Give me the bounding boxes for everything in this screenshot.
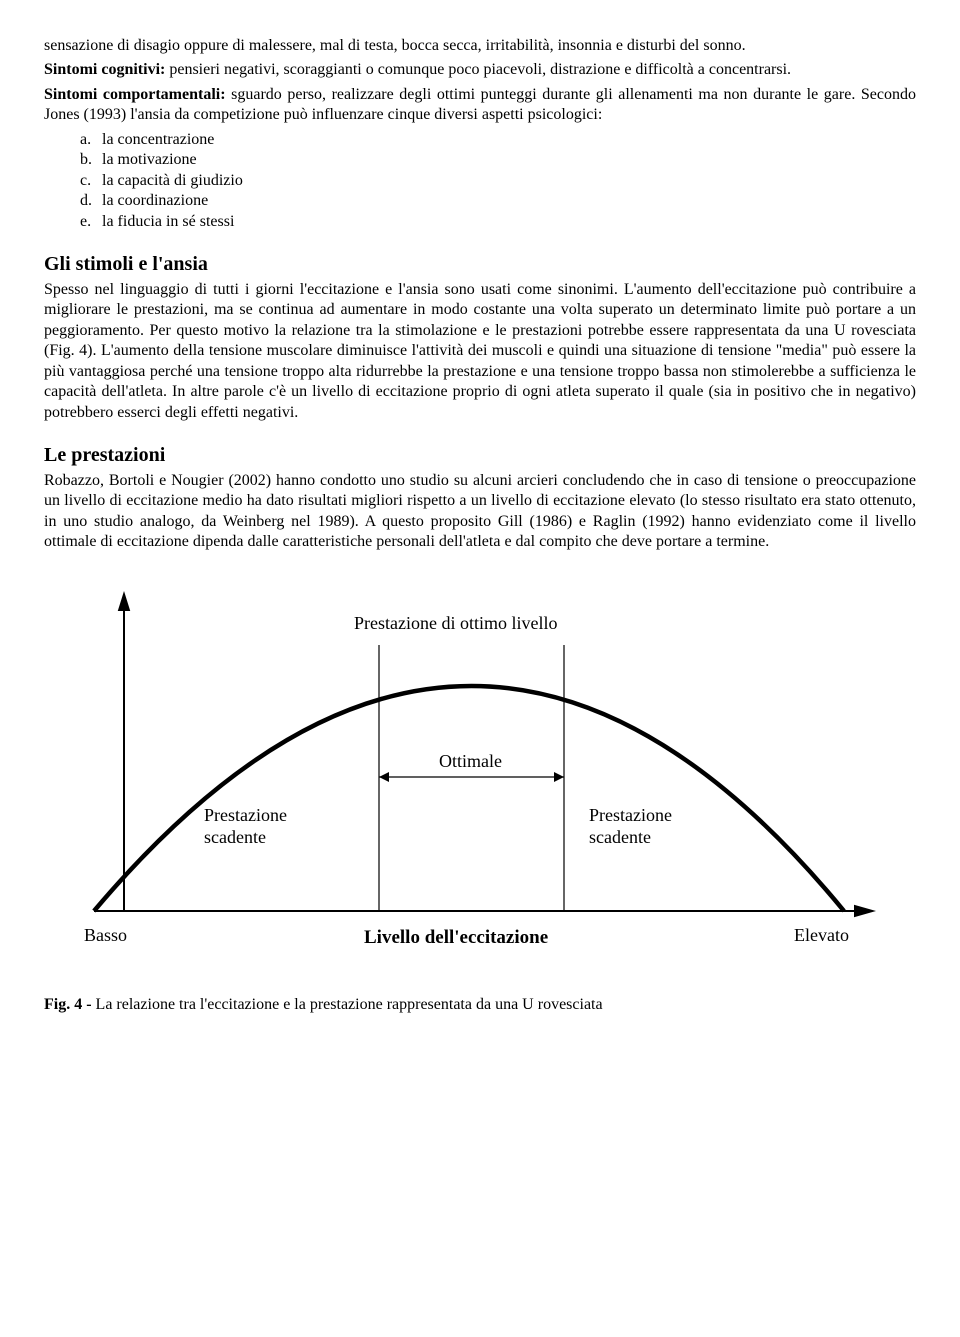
svg-text:Livello dell'eccitazione: Livello dell'eccitazione bbox=[364, 927, 548, 948]
list-text: la motivazione bbox=[102, 150, 197, 170]
inverted-u-chart: Prestazione di ottimo livello Ottimale Pre… bbox=[44, 581, 914, 971]
list-text: la fiducia in sé stessi bbox=[102, 212, 234, 232]
list-text: la coordinazione bbox=[102, 191, 208, 211]
svg-text:Ottimale: Ottimale bbox=[439, 751, 502, 771]
list-letter: d. bbox=[80, 191, 102, 211]
svg-text:Prestazione di ottimo livello: Prestazione di ottimo livello bbox=[354, 613, 557, 633]
performance-body: Robazzo, Bortoli e Nougier (2002) hanno … bbox=[44, 471, 916, 553]
svg-text:Elevato: Elevato bbox=[794, 925, 849, 945]
figure-caption-text: La relazione tra l'eccitazione e la pres… bbox=[96, 995, 603, 1015]
figure-inverted-u: Prestazione di ottimo livello Ottimale Pre… bbox=[44, 581, 916, 971]
list-letter: c. bbox=[80, 171, 102, 191]
list-item: e. la fiducia in sé stessi bbox=[80, 212, 916, 232]
intro-paragraph-1: sensazione di disagio oppure di malesser… bbox=[44, 36, 916, 56]
list-item: b. la motivazione bbox=[80, 150, 916, 170]
stimuli-title: Gli stimoli e l'ansia bbox=[44, 252, 916, 278]
stimuli-body: Spesso nel linguaggio di tutti i giorni … bbox=[44, 280, 916, 423]
cognitive-label: Sintomi cognitivi: bbox=[44, 61, 165, 78]
svg-text:Prestazione: Prestazione bbox=[589, 805, 672, 825]
intro-paragraph-2: Sintomi cognitivi: pensieri negativi, sc… bbox=[44, 60, 916, 80]
list-text: la capacità di giudizio bbox=[102, 171, 243, 191]
intro-paragraph-3: Sintomi comportamentali: sguardo perso, … bbox=[44, 85, 916, 126]
list-text: la concentrazione bbox=[102, 130, 214, 150]
cognitive-text: pensieri negativi, scoraggianti o comunq… bbox=[165, 61, 791, 78]
svg-text:Basso: Basso bbox=[84, 925, 127, 945]
svg-text:scadente: scadente bbox=[589, 827, 651, 847]
list-letter: e. bbox=[80, 212, 102, 232]
list-letter: a. bbox=[80, 130, 102, 150]
svg-text:scadente: scadente bbox=[204, 827, 266, 847]
figure-caption-label: Fig. 4 - bbox=[44, 995, 92, 1015]
list-letter: b. bbox=[80, 150, 102, 170]
figure-caption: Fig. 4 - La relazione tra l'eccitazione … bbox=[44, 995, 916, 1015]
list-item: d. la coordinazione bbox=[80, 191, 916, 211]
behavioral-label: Sintomi comportamentali: bbox=[44, 86, 226, 103]
list-item: a. la concentrazione bbox=[80, 130, 916, 150]
list-item: c. la capacità di giudizio bbox=[80, 171, 916, 191]
svg-text:Prestazione: Prestazione bbox=[204, 805, 287, 825]
performance-title: Le prestazioni bbox=[44, 443, 916, 469]
aspects-list: a. la concentrazione b. la motivazione c… bbox=[80, 130, 916, 232]
